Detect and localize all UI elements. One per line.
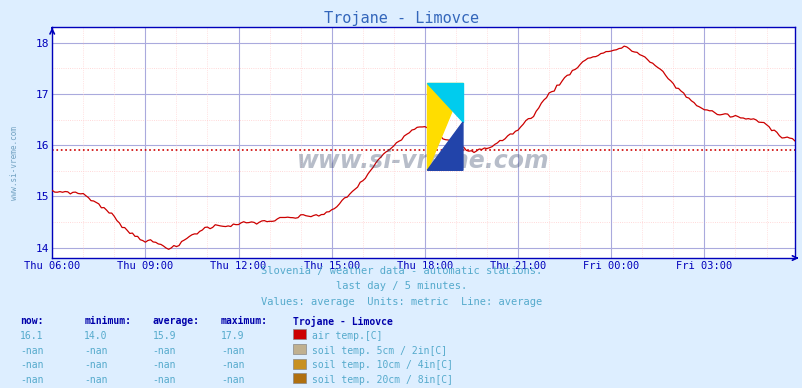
Text: 15.9: 15.9 (152, 331, 176, 341)
Text: -nan: -nan (152, 375, 176, 385)
Text: soil temp. 5cm / 2in[C]: soil temp. 5cm / 2in[C] (312, 346, 447, 356)
Text: average:: average: (152, 316, 200, 326)
Text: -nan: -nan (20, 346, 43, 356)
Text: maximum:: maximum: (221, 316, 268, 326)
Text: minimum:: minimum: (84, 316, 132, 326)
Text: -nan: -nan (152, 360, 176, 371)
Text: air temp.[C]: air temp.[C] (312, 331, 383, 341)
Text: Trojane - Limovce: Trojane - Limovce (323, 11, 479, 26)
Text: 16.1: 16.1 (20, 331, 43, 341)
Polygon shape (427, 122, 463, 170)
Text: 17.9: 17.9 (221, 331, 244, 341)
Text: Slovenia / weather data - automatic stations.: Slovenia / weather data - automatic stat… (261, 266, 541, 276)
Text: -nan: -nan (84, 375, 107, 385)
Text: -nan: -nan (20, 360, 43, 371)
Text: Trojane - Limovce: Trojane - Limovce (293, 316, 392, 327)
Text: www.si-vreme.com: www.si-vreme.com (297, 149, 549, 173)
Text: -nan: -nan (152, 346, 176, 356)
Polygon shape (427, 83, 463, 122)
Text: -nan: -nan (221, 375, 244, 385)
Text: 14.0: 14.0 (84, 331, 107, 341)
Text: -nan: -nan (84, 346, 107, 356)
Text: -nan: -nan (221, 346, 244, 356)
Text: Values: average  Units: metric  Line: average: Values: average Units: metric Line: aver… (261, 297, 541, 307)
Text: www.si-vreme.com: www.si-vreme.com (10, 126, 18, 200)
Text: soil temp. 10cm / 4in[C]: soil temp. 10cm / 4in[C] (312, 360, 453, 371)
Text: soil temp. 20cm / 8in[C]: soil temp. 20cm / 8in[C] (312, 375, 453, 385)
Polygon shape (427, 83, 463, 170)
Text: last day / 5 minutes.: last day / 5 minutes. (335, 281, 467, 291)
Text: now:: now: (20, 316, 43, 326)
Text: -nan: -nan (84, 360, 107, 371)
Text: -nan: -nan (20, 375, 43, 385)
Text: -nan: -nan (221, 360, 244, 371)
